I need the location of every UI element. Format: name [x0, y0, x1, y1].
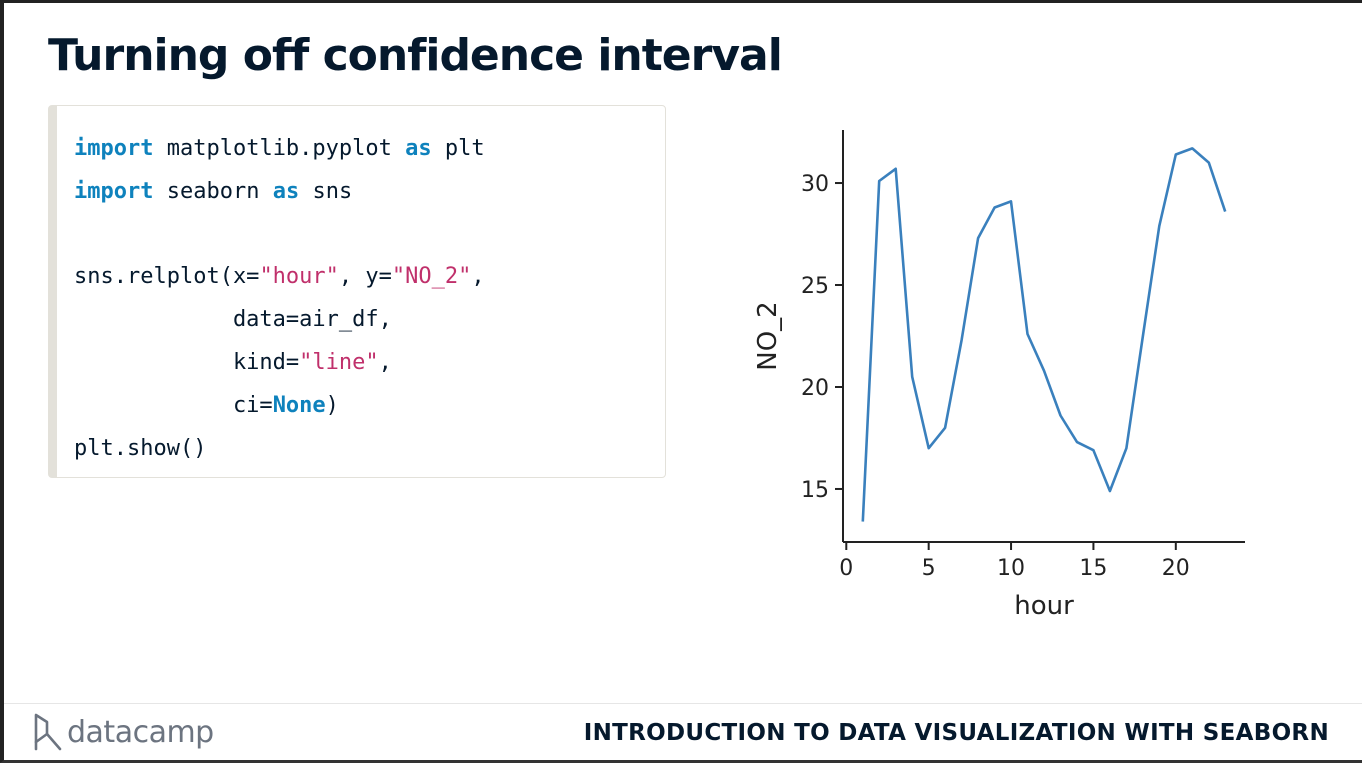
- code-block: import matplotlib.pyplot as plt import s…: [48, 105, 666, 478]
- code-text-segment: ci=: [74, 392, 273, 418]
- code-text-segment: , y=: [338, 264, 392, 290]
- code-keyword: None: [272, 392, 326, 418]
- code-line-7: plt.show(): [74, 436, 206, 461]
- code-text-segment: plt: [431, 136, 485, 161]
- footer-divider: [4, 703, 1362, 704]
- code-text-segment: plt.show(): [74, 435, 207, 461]
- x-tick-label: 0: [839, 556, 853, 581]
- code-text: import matplotlib.pyplot as plt import s…: [74, 128, 485, 470]
- code-line-6: ci=None): [74, 393, 339, 418]
- code-text-segment: ): [325, 392, 339, 418]
- code-string: "line": [299, 349, 379, 375]
- course-title: INTRODUCTION TO DATA VISUALIZATION WITH …: [583, 720, 1329, 746]
- code-line-3: sns.relplot(x="hour", y="NO_2",: [74, 264, 485, 289]
- code-text-segment: matplotlib.pyplot: [153, 136, 406, 161]
- code-line-2: import seaborn as sns: [74, 179, 352, 204]
- code-keyword: import: [74, 136, 154, 161]
- code-text-segment: sns: [299, 178, 353, 204]
- y-tick-label: 15: [801, 478, 829, 503]
- code-text-segment: sns.relplot(x=: [74, 264, 260, 290]
- x-tick-label: 10: [997, 556, 1025, 581]
- x-tick-label: 20: [1162, 556, 1190, 581]
- code-line-5: kind="line",: [74, 350, 392, 375]
- y-tick-label: 30: [801, 172, 829, 197]
- code-keyword: import: [74, 178, 154, 204]
- datacamp-logo: datacamp: [33, 712, 214, 752]
- code-keyword: as: [272, 178, 300, 204]
- code-line-1: import matplotlib.pyplot as plt: [74, 136, 485, 161]
- y-tick-label: 20: [801, 376, 829, 401]
- chart-axes: [842, 130, 1245, 543]
- logo-text: datacamp: [67, 714, 214, 750]
- code-line-4: data=air_df,: [74, 307, 392, 332]
- slide-title: Turning off confidence interval: [48, 30, 783, 81]
- x-tick-label: 5: [922, 556, 936, 581]
- code-text-segment: seaborn: [153, 178, 273, 204]
- chart-ticks: 0 5 10 15 20 15 20 25 30: [801, 172, 1190, 581]
- y-tick-label: 25: [801, 274, 829, 299]
- x-tick-label: 15: [1079, 556, 1107, 581]
- code-string: "NO_2": [391, 264, 472, 290]
- y-axis-label: NO_2: [753, 301, 783, 370]
- code-keyword: as: [405, 136, 432, 161]
- code-text-segment: ,: [378, 349, 392, 375]
- series-line: [861, 147, 1227, 522]
- datacamp-logo-icon: [34, 713, 62, 751]
- code-text-segment: ,: [471, 264, 485, 290]
- code-text-segment: data=air_df,: [74, 307, 392, 333]
- line-chart: 0 5 10 15 20 15 20 25 30 hour NO_2: [753, 130, 1245, 621]
- code-string: "hour": [259, 264, 339, 290]
- code-text-segment: kind=: [74, 349, 300, 375]
- x-axis-label: hour: [1014, 591, 1074, 621]
